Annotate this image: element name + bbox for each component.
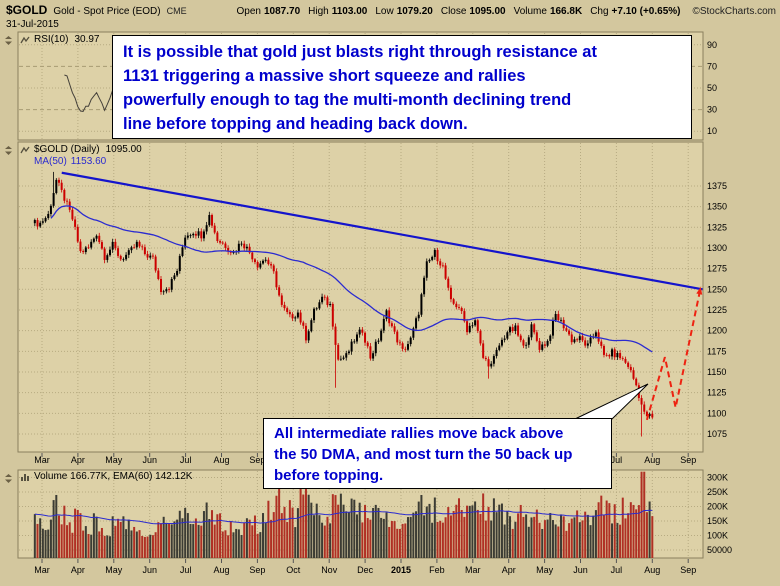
svg-text:1300: 1300 bbox=[707, 243, 727, 253]
chart-header: $GOLD Gold - Spot Price (EOD) CME Open 10… bbox=[6, 3, 776, 30]
svg-text:Mar: Mar bbox=[465, 565, 481, 575]
svg-text:50: 50 bbox=[707, 83, 717, 93]
quote-close: Close 1095.00 bbox=[440, 6, 506, 17]
svg-text:Jul: Jul bbox=[611, 565, 623, 575]
svg-text:200K: 200K bbox=[707, 502, 728, 512]
svg-text:1225: 1225 bbox=[707, 305, 727, 315]
svg-text:Aug: Aug bbox=[644, 455, 660, 465]
main-last-price: 1095.00 bbox=[105, 144, 142, 155]
svg-text:Jul: Jul bbox=[611, 455, 623, 465]
svg-text:Mar: Mar bbox=[34, 565, 50, 575]
svg-text:Jun: Jun bbox=[573, 565, 588, 575]
svg-text:150K: 150K bbox=[707, 516, 728, 526]
svg-text:Sep: Sep bbox=[249, 455, 265, 465]
volume-panel-collapse-icon[interactable] bbox=[3, 471, 14, 483]
svg-text:1100: 1100 bbox=[707, 408, 726, 418]
svg-text:May: May bbox=[105, 565, 123, 575]
svg-text:Jun: Jun bbox=[142, 565, 157, 575]
quote-fields: Open 1087.70 High 1103.00 Low 1079.20 Close… bbox=[237, 6, 681, 17]
svg-text:May: May bbox=[105, 455, 123, 465]
svg-text:Apr: Apr bbox=[502, 565, 516, 575]
quote-open: Open 1087.70 bbox=[236, 6, 301, 17]
svg-text:50000: 50000 bbox=[707, 545, 732, 555]
volume-label: Volume 166.77K, EMA(60) 142.12K bbox=[34, 471, 193, 482]
quote-low: Low 1079.20 bbox=[375, 6, 433, 17]
quote-change: Chg +7.10 (+0.65%) bbox=[590, 6, 681, 17]
svg-text:Nov: Nov bbox=[321, 565, 338, 575]
symbol-name: Gold - Spot Price (EOD) bbox=[53, 6, 161, 17]
svg-text:1125: 1125 bbox=[707, 388, 726, 398]
svg-text:2015: 2015 bbox=[391, 565, 411, 575]
ma-value: 1153.60 bbox=[70, 156, 107, 167]
indicator-zigzag-icon bbox=[20, 35, 30, 45]
annotation-bottom: All intermediate rallies move back above… bbox=[263, 418, 612, 489]
svg-text:1175: 1175 bbox=[707, 346, 726, 356]
header-line1: $GOLD Gold - Spot Price (EOD) CME Open 10… bbox=[6, 3, 776, 17]
svg-text:1075: 1075 bbox=[707, 429, 727, 439]
exchange: CME bbox=[166, 6, 187, 16]
svg-text:Aug: Aug bbox=[213, 565, 229, 575]
copyright: ©StockCharts.com bbox=[692, 6, 776, 17]
svg-text:Sep: Sep bbox=[249, 565, 265, 575]
rsi-panel-label: RSI(10) 30.97 bbox=[20, 34, 99, 45]
svg-text:Sep: Sep bbox=[680, 565, 696, 575]
svg-text:1275: 1275 bbox=[707, 264, 727, 274]
chart-date: 31-Jul-2015 bbox=[6, 19, 59, 30]
svg-text:Sep: Sep bbox=[680, 455, 696, 465]
svg-text:Aug: Aug bbox=[644, 565, 660, 575]
svg-text:1325: 1325 bbox=[707, 222, 727, 232]
svg-text:1150: 1150 bbox=[707, 367, 726, 377]
quote-volume: Volume 166.8K bbox=[513, 6, 583, 17]
quote-high: High 1103.00 bbox=[308, 6, 368, 17]
svg-text:Jul: Jul bbox=[180, 565, 192, 575]
svg-text:30: 30 bbox=[707, 105, 717, 115]
svg-text:Jul: Jul bbox=[180, 455, 192, 465]
volume-panel-label: Volume 166.77K, EMA(60) 142.12K bbox=[20, 471, 192, 482]
rsi-panel-collapse-icon[interactable] bbox=[3, 33, 14, 45]
svg-text:100K: 100K bbox=[707, 531, 728, 541]
ma-label: MA(50) bbox=[34, 156, 67, 167]
svg-text:1200: 1200 bbox=[707, 326, 727, 336]
svg-text:10: 10 bbox=[707, 126, 717, 136]
svg-text:Mar: Mar bbox=[34, 455, 50, 465]
svg-text:Oct: Oct bbox=[286, 565, 301, 575]
main-panel-collapse-icon[interactable] bbox=[3, 143, 14, 155]
svg-text:300K: 300K bbox=[707, 473, 728, 483]
svg-text:1350: 1350 bbox=[707, 202, 727, 212]
svg-text:1250: 1250 bbox=[707, 284, 727, 294]
svg-text:Apr: Apr bbox=[71, 565, 85, 575]
svg-text:May: May bbox=[536, 565, 554, 575]
svg-text:Aug: Aug bbox=[213, 455, 229, 465]
rsi-label: RSI(10) bbox=[34, 34, 69, 45]
volume-bars-icon bbox=[20, 472, 30, 482]
svg-text:Feb: Feb bbox=[429, 565, 445, 575]
svg-text:90: 90 bbox=[707, 40, 717, 50]
main-panel-label: $GOLD (Daily) 1095.00 MA(50) 1153.60 bbox=[20, 144, 142, 167]
svg-text:70: 70 bbox=[707, 61, 717, 71]
svg-text:Jun: Jun bbox=[142, 455, 157, 465]
annotation-top: It is possible that gold just blasts rig… bbox=[112, 35, 692, 139]
price-chart-icon bbox=[20, 145, 30, 155]
rsi-value: 30.97 bbox=[74, 34, 100, 45]
svg-text:Dec: Dec bbox=[357, 565, 374, 575]
main-symbol-label: $GOLD (Daily) bbox=[34, 144, 100, 155]
svg-text:1375: 1375 bbox=[707, 181, 727, 191]
svg-text:Apr: Apr bbox=[71, 455, 85, 465]
svg-text:250K: 250K bbox=[707, 487, 728, 497]
symbol: $GOLD bbox=[6, 3, 48, 17]
